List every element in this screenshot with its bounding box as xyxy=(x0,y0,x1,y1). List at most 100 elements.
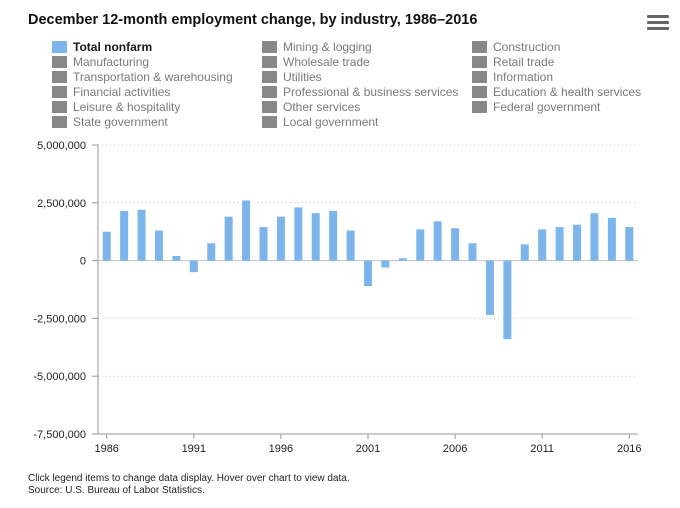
legend-item[interactable]: Retail trade xyxy=(472,55,554,69)
legend-item[interactable]: Total nonfarm xyxy=(52,40,152,54)
y-tick-label: -7,500,000 xyxy=(33,429,86,441)
legend-item[interactable]: Construction xyxy=(472,40,560,54)
legend-swatch xyxy=(262,116,277,128)
legend-item[interactable]: Federal government xyxy=(472,100,600,114)
legend-swatch xyxy=(52,101,67,113)
bar xyxy=(172,255,181,261)
menu-line xyxy=(647,15,669,18)
bar xyxy=(189,260,198,273)
y-tick-label: 2,500,000 xyxy=(37,198,86,210)
bar xyxy=(329,210,338,261)
legend-label: Federal government xyxy=(493,100,601,114)
legend-item[interactable]: Mining & logging xyxy=(262,40,372,54)
legend-label: Financial activities xyxy=(73,85,171,99)
x-tick-label: 2011 xyxy=(530,443,554,455)
bar xyxy=(311,213,320,261)
bar xyxy=(276,216,285,261)
legend-swatch xyxy=(52,86,67,98)
legend-label: Manufacturing xyxy=(73,55,150,69)
legend-item[interactable]: Professional & business services xyxy=(262,85,458,99)
legend-swatch xyxy=(262,86,277,98)
bar xyxy=(520,244,529,261)
legend-label: Utilities xyxy=(283,70,322,84)
bar xyxy=(433,221,442,261)
bar xyxy=(468,243,477,261)
bar xyxy=(538,229,547,261)
legend-swatch xyxy=(52,41,67,53)
menu-line xyxy=(647,21,669,24)
bar xyxy=(625,227,634,261)
legend-item[interactable]: Financial activities xyxy=(52,85,170,99)
legend-item[interactable]: State government xyxy=(52,115,168,129)
legend-swatch xyxy=(472,71,487,83)
legend-label: Professional & business services xyxy=(283,85,459,99)
x-tick-label: 2016 xyxy=(617,443,641,455)
bar xyxy=(451,228,460,261)
legend-label: Construction xyxy=(493,40,561,54)
x-tick-label: 2001 xyxy=(356,443,380,455)
chart-title: December 12-month employment change, by … xyxy=(28,12,478,28)
bar xyxy=(503,260,512,340)
legend-label: Local government xyxy=(283,115,379,129)
legend-item[interactable]: Leisure & hospitality xyxy=(52,100,180,114)
legend-swatch xyxy=(52,116,67,128)
y-tick-label: 5,000,000 xyxy=(37,140,86,152)
bar xyxy=(224,216,233,261)
x-tick-label: 1996 xyxy=(269,443,293,455)
legend-label: Mining & logging xyxy=(283,40,372,54)
legend-swatch xyxy=(472,56,487,68)
legend-swatch xyxy=(262,101,277,113)
bar xyxy=(137,209,146,261)
legend-label: Other services xyxy=(283,100,361,114)
legend-label: Education & health services xyxy=(493,85,642,99)
legend-item[interactable]: Other services xyxy=(262,100,360,114)
legend-label: State government xyxy=(73,115,168,129)
bar xyxy=(381,260,390,268)
bar xyxy=(120,210,129,261)
bar xyxy=(102,231,111,261)
legend-label: Total nonfarm xyxy=(73,40,153,54)
x-tick-label: 2006 xyxy=(443,443,467,455)
legend-item[interactable]: Utilities xyxy=(262,70,322,84)
bar xyxy=(485,260,494,315)
bar xyxy=(259,227,268,261)
bar xyxy=(573,224,582,261)
bar xyxy=(607,217,616,261)
legend-item[interactable]: Transportation & warehousing xyxy=(52,70,233,84)
hamburger-menu-icon[interactable] xyxy=(647,15,669,33)
bar-chart: 5,000,000 2,500,000 0 -2,500,000 -5,000,000 -… xyxy=(33,140,641,455)
footer-note: Click legend items to change data displa… xyxy=(28,473,350,484)
footer-source: Source: U.S. Bureau of Labor Statistics. xyxy=(28,485,205,496)
legend-swatch xyxy=(262,71,277,83)
legend-swatch xyxy=(472,41,487,53)
bar xyxy=(154,230,163,261)
legend-label: Retail trade xyxy=(493,55,555,69)
legend-item[interactable]: Manufacturing xyxy=(52,55,149,69)
legend-swatch xyxy=(52,56,67,68)
legend-item[interactable]: Local government xyxy=(262,115,378,129)
chart-footer: Click legend items to change data displa… xyxy=(28,473,350,497)
legend-swatch xyxy=(262,41,277,53)
bar xyxy=(364,260,372,287)
legend-swatch xyxy=(472,86,487,98)
legend-item[interactable]: Information xyxy=(472,70,553,84)
bar xyxy=(294,207,303,261)
bar xyxy=(590,213,599,261)
y-tick-label: -5,000,000 xyxy=(33,371,86,383)
legend-label: Information xyxy=(493,70,554,84)
bar xyxy=(416,229,425,261)
bar xyxy=(242,200,251,261)
x-tick-label: 1991 xyxy=(182,443,206,455)
legend-swatch xyxy=(52,71,67,83)
bar xyxy=(207,243,216,261)
y-tick-label: 0 xyxy=(80,256,86,268)
legend-swatch xyxy=(472,101,487,113)
legend-label: Wholesale trade xyxy=(283,55,370,69)
y-tick-label: -2,500,000 xyxy=(33,313,86,325)
legend-label: Leisure & hospitality xyxy=(73,100,181,114)
bar xyxy=(346,230,355,261)
legend-item[interactable]: Education & health services xyxy=(472,85,641,99)
bar xyxy=(555,227,564,261)
menu-line xyxy=(647,27,669,30)
legend-item[interactable]: Wholesale trade xyxy=(262,55,370,69)
